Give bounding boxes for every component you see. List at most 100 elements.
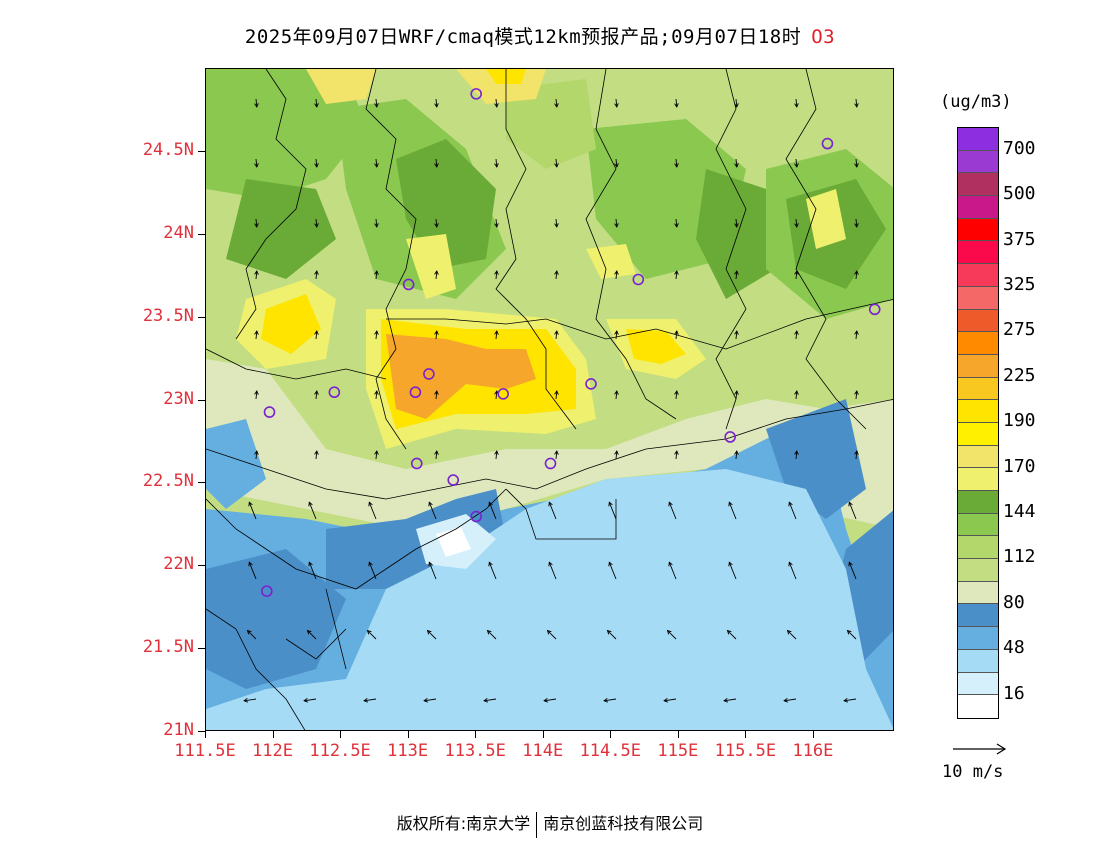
wind-arrow-head [846,629,852,635]
wind-arrow-head [488,501,493,507]
o3-zone-96 [206,359,893,529]
colorbar-swatch [958,286,998,310]
wind-arrow-head [494,330,499,335]
wind-arrow-head [303,698,309,703]
colorbar-label: 190 [1003,410,1036,432]
wind-arrow [735,270,738,280]
colorbar-swatch [958,309,998,333]
colorbar-swatch [958,695,998,718]
wind-arrow [255,390,258,400]
wind-arrow [728,502,737,520]
wind-arrow [675,330,678,340]
o3-zone-170 [806,189,846,249]
wind-arrow-head [854,450,859,455]
wind-arrow-head [494,103,499,108]
colorbar-label: 375 [1003,228,1036,250]
wind-arrow-head [428,561,433,567]
wind-arrow [735,390,738,400]
wind-arrow-head [494,450,499,455]
wind-arrow [675,218,678,228]
station-marker [724,431,736,443]
colorbar-swatch [958,354,998,378]
wind-arrow [608,562,617,580]
wind-arrow [615,330,618,340]
wind-arrow-head [254,163,259,168]
o3-zone-190 [626,329,686,364]
wind-arrow-head [554,450,559,455]
wind-arrow-head [246,629,252,635]
wind-arrow [855,450,858,460]
wind-arrow [787,630,797,640]
wind-arrow-head [428,501,433,507]
wind-arrow-head [674,390,679,395]
station-marker [470,88,482,100]
lat-tick [198,316,205,318]
wind-arrow [784,698,797,702]
wind-arrow [855,270,858,280]
station-marker [423,368,435,380]
wind-arrow [435,390,438,400]
lat-tick [198,648,205,650]
wind-arrow-head [734,270,739,275]
wind-arrow-head [494,270,499,275]
colorbar-swatch [958,422,998,446]
colorbar-label: 144 [1003,500,1036,522]
wind-vectors [243,98,859,703]
wind-arrow-head [794,270,799,275]
colorbar-swatch [958,581,998,605]
map-canvas [206,69,893,730]
species-label: O3 [811,26,836,48]
wind-arrow [308,562,317,580]
ozone-forecast-map [205,68,894,731]
wind-arrow-head [674,270,679,275]
wind-arrow-head [546,629,552,635]
wind-arrow-head [543,698,549,703]
wind-arrow [855,158,858,168]
wind-arrow [555,450,558,460]
wind-arrow [375,158,378,168]
wind-arrow [547,630,557,640]
wind-arrow-head [548,501,553,507]
wind-arrow [375,270,378,280]
map-title: 2025年09月07日WRF/cmaq模式12km预报产品;09月07日18时 O… [0,22,1080,49]
wind-arrow [555,390,558,400]
wind-arrow [555,270,558,280]
wind-arrow-head [794,390,799,395]
wind-arrow [615,218,618,228]
colorbar-swatch [958,218,998,242]
wind-arrow [855,218,858,228]
wind-arrow-head [254,223,259,228]
wind-arrow [428,502,437,520]
wind-arrow [427,630,437,640]
wind-arrow-head [248,561,253,567]
o3-zone-160 [456,69,546,104]
o3-zone-80 [206,549,346,689]
colorbar-label: 225 [1003,364,1036,386]
wind-arrow-head [374,103,379,108]
station-marker [260,585,273,597]
wind-arrow [495,218,498,228]
station-marker [632,273,645,286]
wind-arrow [855,98,858,108]
wind-arrow [435,218,438,228]
o3-zone-144 [696,169,776,299]
wind-arrow [675,158,678,168]
wind-arrow [795,158,798,168]
wind-arrow [795,450,798,460]
colorbar-swatch [958,468,998,491]
station-marker [409,386,422,399]
colorbar-swatch [958,627,998,650]
wind-arrow-head [614,390,619,395]
wind-arrow [255,218,258,228]
wind-arrow-head [614,270,619,275]
wind-arrow [795,390,798,400]
lon-tick-label: 113.5E [444,741,506,761]
wind-arrow-head [434,450,439,455]
wind-arrow [615,450,618,460]
wind-arrow [375,98,378,108]
wind-arrow [848,562,857,580]
wind-arrow-head [854,330,859,335]
colorbar-swatch [958,241,998,265]
o3-zone-190 [261,294,321,354]
wind-arrow-head [308,561,313,567]
